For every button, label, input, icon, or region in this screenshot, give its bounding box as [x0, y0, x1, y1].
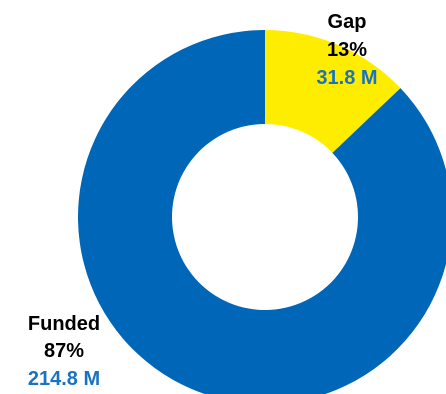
gap-slice-label: Gap — [328, 11, 367, 33]
funded-value-label: 214.8 M — [28, 368, 100, 390]
donut-slice-funded — [78, 30, 446, 394]
donut-slice-gap — [265, 30, 401, 153]
funded-slice-label: Funded — [28, 313, 100, 335]
funded-label-group: Funded 87% 214.8 M — [28, 313, 100, 390]
gap-value-label: 31.8 M — [316, 67, 377, 89]
funded-percent-label: 87% — [44, 340, 84, 362]
gap-percent-label: 13% — [327, 39, 367, 61]
donut-slices — [78, 30, 446, 394]
gap-label-group: Gap 13% 31.8 M — [316, 11, 377, 89]
